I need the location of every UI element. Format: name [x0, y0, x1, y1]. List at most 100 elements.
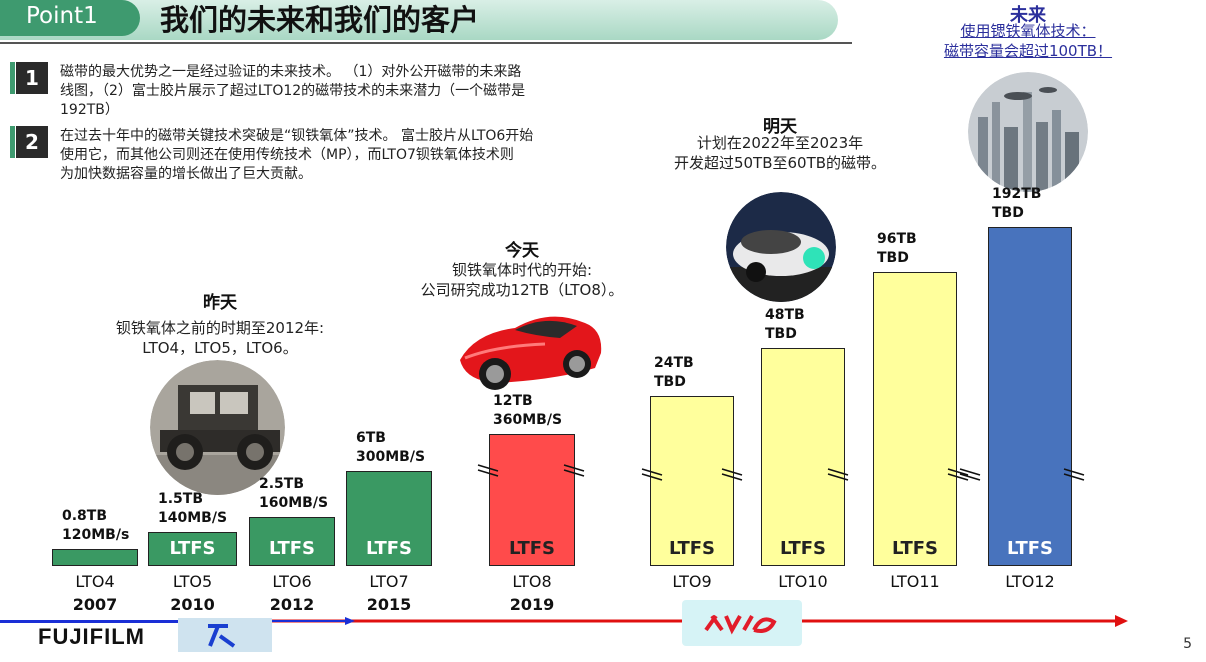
generation-label: LTO11 — [890, 572, 940, 591]
header-divider — [0, 42, 852, 44]
tomorrow-line: 开发超过50TB至60TB的磁带。 — [673, 154, 887, 172]
bar-lto11: LTFS — [873, 272, 957, 566]
generation-label: LTO5 — [172, 572, 213, 591]
bar-lto9: LTFS — [650, 396, 734, 566]
capacity-label: 96TB TBD — [877, 230, 917, 268]
capacity-label: 2.5TB 160MB/S — [259, 475, 328, 513]
ltfs-label: LTFS — [169, 538, 216, 559]
year-label: 2012 — [269, 595, 315, 614]
yesterday-line: LTO4，LTO5，LTO6。 — [142, 339, 298, 357]
tomorrow-heading: 明天 — [763, 117, 797, 137]
generation-label: LTO4 — [75, 572, 115, 591]
ltfs-label: LTFS — [668, 538, 716, 559]
generation-label: LTO10 — [778, 572, 828, 591]
speed-value: TBD — [992, 205, 1024, 221]
year-label: 2019 — [509, 595, 555, 614]
ltfs-label: LTFS — [268, 538, 316, 559]
future-line: 磁带容量会超过100TB！ — [943, 42, 1113, 60]
page-number: 5 — [1183, 636, 1192, 652]
axis-break-mark — [721, 468, 743, 481]
generation-label: LTO8 — [512, 572, 552, 591]
year-label: 2015 — [366, 595, 412, 614]
point-2-number: 2 — [16, 126, 48, 158]
legacy-line — [0, 620, 200, 623]
axis-break-mark — [641, 468, 663, 481]
futuristic-city-photo — [968, 72, 1088, 192]
point-2-line: 在过去十年中的磁带关键技术突破是“钡铁氧体”技术。 富士胶片从LTO6开始 — [60, 128, 534, 144]
ltfs-label: LTFS — [1006, 538, 1054, 559]
generation-label: LTO9 — [672, 572, 712, 591]
capacity-label: 1.5TB 140MB/S — [158, 490, 227, 528]
capacity-value: 192TB — [992, 186, 1042, 202]
generation-label: LTO7 — [369, 572, 409, 591]
point-1-line: 192TB） — [60, 102, 119, 118]
axis-break-mark — [1063, 468, 1085, 481]
yesterday-heading: 昨天 — [203, 293, 237, 313]
axis-break-mark — [959, 468, 981, 481]
bar-lto7: LTFS — [346, 471, 432, 566]
future-heading: 未来 — [1010, 5, 1046, 26]
today-heading: 今天 — [505, 241, 539, 261]
capacity-value: 6TB — [356, 430, 386, 446]
capacity-value: 24TB — [654, 355, 694, 371]
yesterday-line: 钡铁氧体之前的时期至2012年: — [115, 319, 325, 337]
generation-label: LTO6 — [272, 572, 312, 591]
point-2-line: 使用它，而其他公司则还在使用传统技术（MP），而LTO7钡铁氧体技术则 — [60, 147, 514, 163]
capacity-value: 48TB — [765, 307, 805, 323]
point-2-line: 为加快数据容量的增长做出了巨大贡献。 — [60, 166, 312, 182]
point-1-line: 线图，（2）富士胶片展示了超过LTO12的磁带技术的未来潜力（一个磁带是 — [60, 83, 526, 99]
speed-value: 360MB/S — [493, 412, 563, 428]
today-line: 公司研究成功12TB（LTO8）。 — [420, 281, 624, 299]
speed-value: TBD — [654, 374, 686, 390]
point-1-text: 磁带的最大优势之一是经过验证的未来技术。 （1）对外公开磁带的未来路 线图，（2… — [60, 63, 525, 120]
speed-value: 160MB/S — [259, 495, 329, 511]
future-logo — [682, 600, 802, 646]
future-line: 使用锶铁氧体技术： — [960, 22, 1096, 40]
point-2-accent — [10, 126, 15, 158]
ltfs-label: LTFS — [508, 538, 556, 559]
future-text: 使用锶铁氧体技术： 磁带容量会超过100TB！ — [908, 21, 1148, 61]
year-label: 2010 — [170, 595, 215, 614]
point-1-accent — [10, 62, 15, 94]
point-1-line: 磁带的最大优势之一是经过验证的未来技术。 （1）对外公开磁带的未来路 — [60, 64, 522, 80]
point-1-number: 1 — [16, 62, 48, 94]
yesterday-text: 钡铁氧体之前的时期至2012年: LTO4，LTO5，LTO6。 — [70, 318, 370, 358]
axis-break-mark — [477, 464, 499, 477]
generation-label: LTO12 — [1005, 572, 1055, 591]
year-label: 2007 — [72, 595, 118, 614]
page-title: 我们的未来和我们的客户 — [160, 3, 480, 37]
axis-break-mark — [827, 468, 849, 481]
point-2-text: 在过去十年中的磁带关键技术突破是“钡铁氧体”技术。 富士胶片从LTO6开始 使用… — [60, 127, 533, 184]
capacity-value: 2.5TB — [259, 476, 305, 492]
capacity-label: 192TB TBD — [992, 185, 1041, 223]
bar-lto5: LTFS — [148, 532, 237, 566]
speed-value: TBD — [877, 250, 909, 266]
axis-break-mark — [947, 468, 969, 481]
speed-value: TBD — [765, 326, 797, 342]
capacity-label: 12TB 360MB/S — [493, 392, 562, 430]
capacity-value: 1.5TB — [158, 491, 204, 507]
capacity-value: 12TB — [493, 393, 533, 409]
capacity-value: 0.8TB — [62, 508, 108, 524]
concept-car-photo — [726, 192, 836, 302]
capacity-value: 96TB — [877, 231, 917, 247]
bar-lto4 — [52, 549, 138, 566]
bar-lto8: LTFS — [489, 434, 575, 566]
capacity-label: 24TB TBD — [654, 354, 694, 392]
today-text: 钡铁氧体时代的开始: 公司研究成功12TB（LTO8）。 — [372, 260, 672, 300]
speed-value: 120MB/s — [62, 527, 130, 543]
tomorrow-line: 计划在2022年至2023年 — [696, 134, 864, 152]
speed-value: 140MB/S — [158, 510, 228, 526]
ltfs-label: LTFS — [365, 538, 413, 559]
tomorrow-text: 计划在2022年至2023年 开发超过50TB至60TB的磁带。 — [630, 133, 930, 173]
bar-lto12: LTFS — [988, 227, 1072, 566]
point-label: Point1 — [0, 0, 140, 36]
axis-break-mark — [563, 464, 585, 477]
fujifilm-logo: FUJIFILM — [38, 624, 145, 649]
bar-lto10: LTFS — [761, 348, 845, 566]
red-sports-car-photo — [460, 316, 602, 390]
capacity-label: 6TB 300MB/S — [356, 429, 425, 467]
capacity-label: 48TB TBD — [765, 306, 805, 344]
ltfs-label: LTFS — [779, 538, 827, 559]
speed-value: 300MB/S — [356, 449, 426, 465]
